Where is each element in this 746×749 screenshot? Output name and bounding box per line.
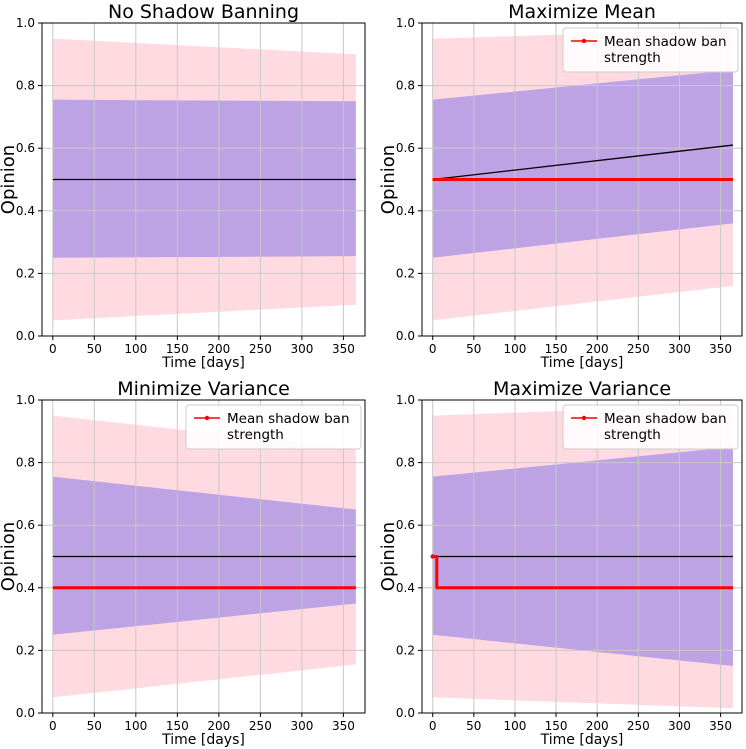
chart-title: Maximize Variance bbox=[493, 378, 671, 400]
chart-title: Minimize Variance bbox=[117, 378, 290, 400]
x-tick-label: 250 bbox=[627, 719, 650, 733]
x-tick-label: 50 bbox=[87, 342, 102, 356]
x-tick-label: 100 bbox=[504, 342, 527, 356]
legend-label: strength bbox=[604, 50, 661, 66]
y-tick-label: 0.4 bbox=[396, 581, 415, 595]
y-tick-label: 0.4 bbox=[16, 204, 35, 218]
x-tick-label: 0 bbox=[429, 342, 437, 356]
y-tick-label: 0.0 bbox=[16, 329, 35, 343]
y-tick-label: 0.8 bbox=[396, 79, 415, 93]
axes-frame bbox=[421, 22, 743, 337]
x-tick-label: 200 bbox=[207, 342, 230, 356]
x-tick-label: 150 bbox=[545, 342, 568, 356]
x-tick-label: 300 bbox=[290, 342, 313, 356]
subplot-2: 0 50 100 150 200 250 300 350 0.0 0.2 0.4 0.6 0.8 1.0 T… bbox=[378, 1, 743, 371]
x-tick-label: 350 bbox=[709, 342, 732, 356]
subplot-1: 0 50 100 150 200 250 300 350 0.0 0.2 0.4 0.6 0.8 1.0 T… bbox=[0, 1, 366, 371]
x-tick-label: 100 bbox=[504, 719, 527, 733]
legend-label: strength bbox=[604, 427, 661, 443]
x-tick-label: 350 bbox=[332, 342, 355, 356]
y-tick-label: 0.4 bbox=[396, 204, 415, 218]
y-tick-label: 0.0 bbox=[396, 329, 415, 343]
x-tick-label: 250 bbox=[249, 342, 272, 356]
y-tick-label: 0.6 bbox=[396, 141, 415, 155]
y-axis-label: Opinion bbox=[378, 145, 399, 214]
x-tick-label: 0 bbox=[429, 719, 437, 733]
y-tick-label: 0.2 bbox=[396, 266, 415, 280]
x-axis-label: Time [days] bbox=[540, 732, 624, 748]
x-axis-label: Time [days] bbox=[161, 732, 245, 748]
x-tick-label: 50 bbox=[466, 342, 481, 356]
x-tick-label: 150 bbox=[166, 342, 189, 356]
x-tick-label: 300 bbox=[668, 719, 691, 733]
x-tick-label: 150 bbox=[166, 719, 189, 733]
y-axis-label: Opinion bbox=[0, 522, 19, 591]
y-tick-label: 0.0 bbox=[396, 706, 415, 720]
legend-label: strength bbox=[227, 427, 284, 443]
x-tick-label: 250 bbox=[627, 342, 650, 356]
x-tick-label: 100 bbox=[124, 342, 147, 356]
chart-title: No Shadow Banning bbox=[108, 1, 299, 23]
legend-box bbox=[562, 27, 739, 73]
legend-box bbox=[562, 404, 739, 450]
y-tick-label: 0.2 bbox=[16, 643, 35, 657]
chart-title: Maximize Mean bbox=[508, 1, 656, 23]
y-axis-label: Opinion bbox=[378, 522, 399, 591]
shadow-ban-marker bbox=[430, 554, 435, 559]
axes-frame bbox=[421, 399, 743, 714]
y-tick-label: 1.0 bbox=[396, 16, 415, 30]
x-tick-label: 100 bbox=[124, 719, 147, 733]
x-tick-label: 200 bbox=[586, 342, 609, 356]
subplot-3: 0 50 100 150 200 250 300 350 0.0 0.2 0.4 0.6 0.8 1.0 T… bbox=[0, 378, 366, 748]
legend-label: Mean shadow ban bbox=[604, 411, 727, 427]
x-tick-label: 50 bbox=[87, 719, 102, 733]
y-tick-label: 1.0 bbox=[396, 393, 415, 407]
legend-box bbox=[185, 404, 362, 450]
y-tick-label: 1.0 bbox=[16, 16, 35, 30]
x-tick-label: 150 bbox=[545, 719, 568, 733]
mean-opinion-line bbox=[432, 144, 734, 181]
x-axis-label: Time [days] bbox=[161, 355, 245, 371]
y-tick-label: 0.8 bbox=[16, 79, 35, 93]
x-tick-label: 300 bbox=[668, 342, 691, 356]
x-tick-label: 200 bbox=[586, 719, 609, 733]
inner-band bbox=[52, 99, 356, 258]
x-tick-label: 250 bbox=[249, 719, 272, 733]
axes-frame bbox=[41, 22, 366, 337]
subplot-4: 0 50 100 150 200 250 300 350 0.0 0.2 0.4 0.6 0.8 1.0 T… bbox=[378, 378, 743, 748]
x-tick-label: 0 bbox=[49, 719, 57, 733]
legend-label: Mean shadow ban bbox=[604, 34, 727, 50]
y-axis-label: Opinion bbox=[0, 145, 19, 214]
x-tick-label: 350 bbox=[709, 719, 732, 733]
y-tick-label: 0.6 bbox=[16, 141, 35, 155]
x-tick-label: 350 bbox=[332, 719, 355, 733]
inner-band bbox=[52, 476, 356, 635]
y-tick-label: 1.0 bbox=[16, 393, 35, 407]
x-tick-label: 0 bbox=[49, 342, 57, 356]
legend-marker bbox=[581, 38, 587, 44]
y-tick-label: 0.6 bbox=[16, 518, 35, 532]
axes-frame bbox=[41, 399, 366, 714]
y-tick-label: 0.8 bbox=[16, 456, 35, 470]
x-axis-label: Time [days] bbox=[540, 355, 624, 371]
legend-marker bbox=[581, 415, 587, 421]
y-tick-label: 0.4 bbox=[16, 581, 35, 595]
legend-label: Mean shadow ban bbox=[227, 411, 350, 427]
y-tick-label: 0.2 bbox=[16, 266, 35, 280]
x-tick-label: 300 bbox=[290, 719, 313, 733]
legend-marker bbox=[204, 415, 210, 421]
y-tick-label: 0.8 bbox=[396, 456, 415, 470]
y-tick-label: 0.6 bbox=[396, 518, 415, 532]
y-tick-label: 0.0 bbox=[16, 706, 35, 720]
y-tick-label: 0.2 bbox=[396, 643, 415, 657]
x-tick-label: 50 bbox=[466, 719, 481, 733]
x-tick-label: 200 bbox=[207, 719, 230, 733]
